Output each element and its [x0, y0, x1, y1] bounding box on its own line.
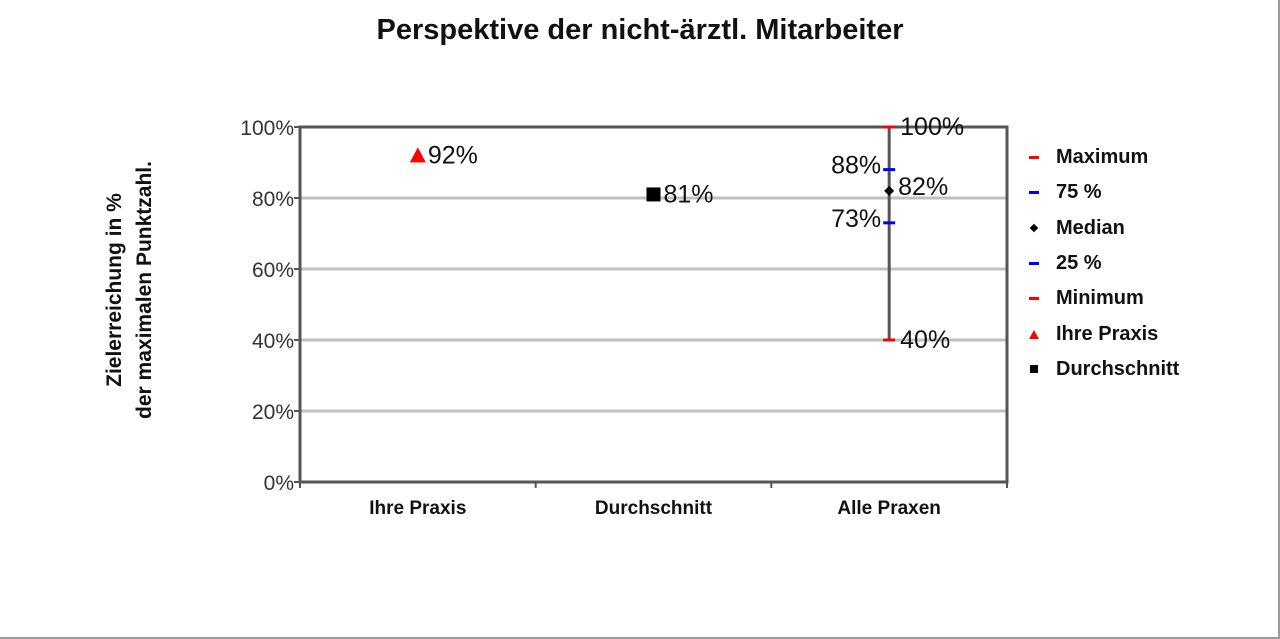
dash-icon	[1029, 297, 1039, 301]
legend-label: 75 %	[1056, 181, 1102, 204]
legend-item-minimum: Minimum	[1026, 281, 1246, 316]
y-tick-label: 0%	[264, 472, 294, 495]
legend-item-median: Median	[1026, 211, 1246, 246]
data-label-25: 73%	[831, 205, 881, 233]
legend-item-ihre-praxis: Ihre Praxis	[1026, 316, 1246, 351]
legend-label: Durchschnitt	[1056, 357, 1180, 380]
y-tick-label: 60%	[252, 259, 294, 282]
data-label-minimum: 40%	[900, 326, 950, 354]
marker-durchschnitt	[646, 187, 661, 202]
data-label-ihre-praxis: 92%	[428, 141, 478, 169]
plot-border	[298, 125, 1009, 484]
legend-label: Minimum	[1056, 287, 1144, 310]
legend-symbol	[1026, 223, 1056, 233]
dash-icon	[1029, 191, 1039, 195]
legend-symbol	[1026, 191, 1056, 195]
legend-item-75: 75 %	[1026, 175, 1246, 210]
dash-icon	[1029, 156, 1039, 160]
data-label-75: 88%	[831, 152, 881, 180]
legend-label: Median	[1056, 216, 1125, 239]
x-category-label: Ihre Praxis	[369, 498, 466, 519]
x-category-label: Alle Praxen	[837, 498, 941, 519]
y-tick-label: 80%	[252, 188, 294, 211]
x-category-label: Durchschnitt	[595, 498, 713, 519]
triangle-icon	[1029, 329, 1039, 339]
y-tick-label: 20%	[252, 401, 294, 424]
y-tick-label: 100%	[240, 117, 294, 140]
square-icon	[1030, 365, 1038, 374]
legend-label: Maximum	[1056, 146, 1149, 169]
marker-ihre-praxis	[409, 147, 426, 163]
data-label-durchschnitt: 81%	[664, 180, 714, 208]
legend-symbol	[1026, 156, 1056, 160]
legend-label: 25 %	[1056, 252, 1102, 275]
legend: Maximum 75 % Median 25 % Minimum Ihre Praxis D…	[1026, 140, 1246, 387]
legend-symbol	[1026, 297, 1056, 301]
y-tick-label: 40%	[252, 330, 294, 353]
diamond-icon	[1029, 223, 1039, 233]
legend-item-25: 25 %	[1026, 246, 1246, 281]
data-label-maximum: 100%	[900, 113, 964, 141]
chart-title: Perspektive der nicht-ärztl. Mitarbeiter	[376, 14, 904, 46]
data-label-median: 82%	[898, 173, 948, 201]
legend-symbol	[1026, 329, 1056, 339]
legend-label: Ihre Praxis	[1056, 322, 1159, 345]
legend-symbol	[1026, 262, 1056, 266]
legend-item-durchschnitt: Durchschnitt	[1026, 352, 1246, 387]
dash-icon	[1029, 262, 1039, 266]
legend-symbol	[1026, 365, 1056, 374]
marker-median	[884, 185, 895, 196]
legend-item-maximum: Maximum	[1026, 140, 1246, 175]
